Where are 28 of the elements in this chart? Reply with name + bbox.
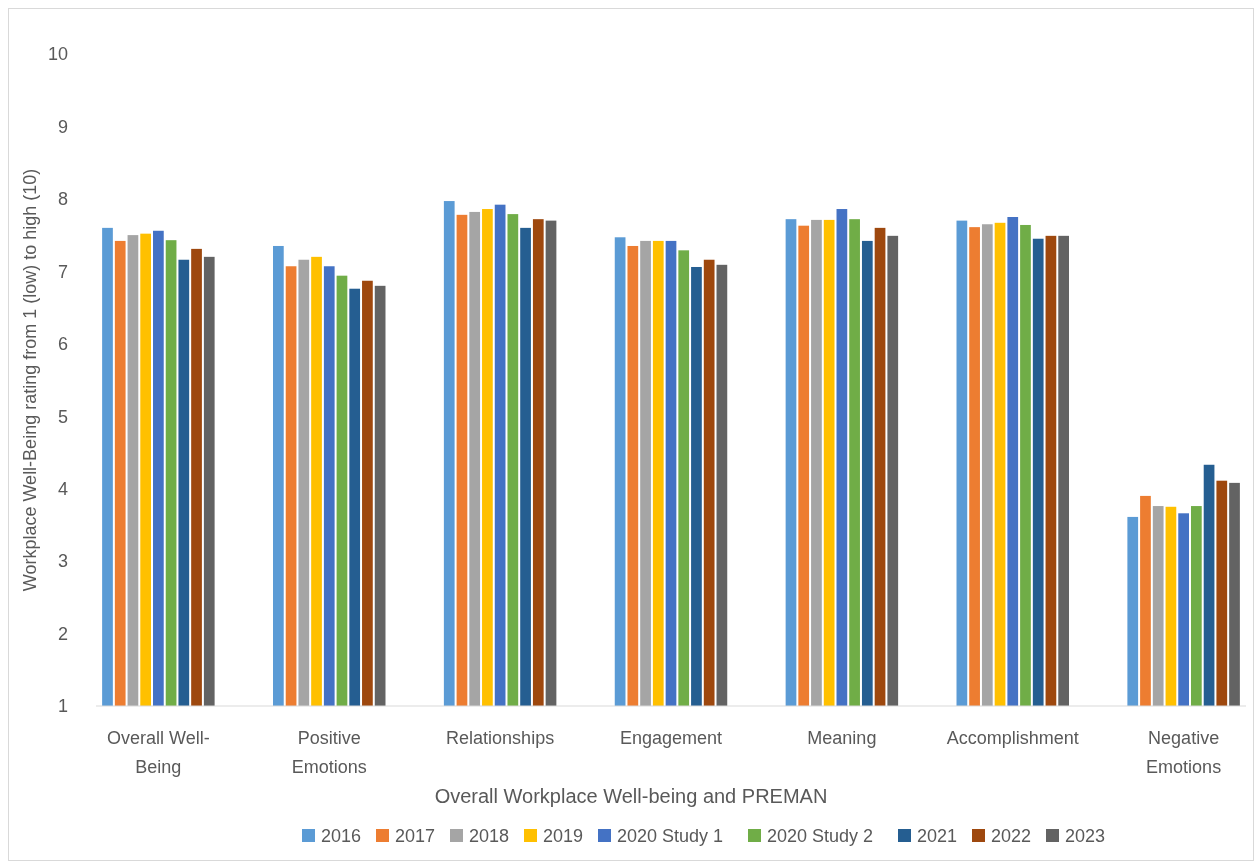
legend-label: 2022 — [991, 826, 1032, 847]
legend-label: 2018 — [469, 826, 510, 847]
y-tick-label: 7 — [57, 261, 68, 282]
x-tick-label: Positive Emotions — [291, 728, 367, 777]
legend-label: 2020 Study 2 — [767, 826, 874, 847]
legend-label: 2020 Study 1 — [617, 826, 724, 847]
y-axis-title: Workplace Well-Being rating from 1 (low) to high (10) — [20, 168, 40, 592]
x-tick-label: Engagement — [619, 728, 723, 748]
y-tick-label: 10 — [47, 44, 68, 65]
y-tick-label: 6 — [57, 334, 68, 355]
y-tick-label: 4 — [57, 478, 68, 499]
legend-label: 2017 — [395, 826, 436, 847]
y-tick-label: 2 — [57, 623, 68, 644]
y-tick-label: 1 — [57, 696, 68, 717]
x-tick-label: Relationships — [446, 728, 555, 748]
y-tick-label: 3 — [57, 551, 68, 572]
legend-label: 2019 — [543, 826, 584, 847]
legend-label: 2023 — [1065, 826, 1106, 847]
y-tick-label: 9 — [57, 116, 68, 137]
x-axis-title: Overall Workplace Well-being and PREMAN — [434, 785, 828, 807]
legend-label: 2021 — [917, 826, 958, 847]
x-tick-label: Accomplishment — [946, 728, 1079, 748]
y-tick-label: 8 — [57, 189, 68, 210]
x-tick-label: Meaning — [807, 728, 877, 748]
x-tick-label: Overall Well-Being — [107, 728, 210, 777]
legend-label: 2016 — [321, 826, 362, 847]
y-tick-label: 5 — [57, 406, 68, 427]
x-tick-label: Negative Emotions — [1146, 728, 1222, 777]
